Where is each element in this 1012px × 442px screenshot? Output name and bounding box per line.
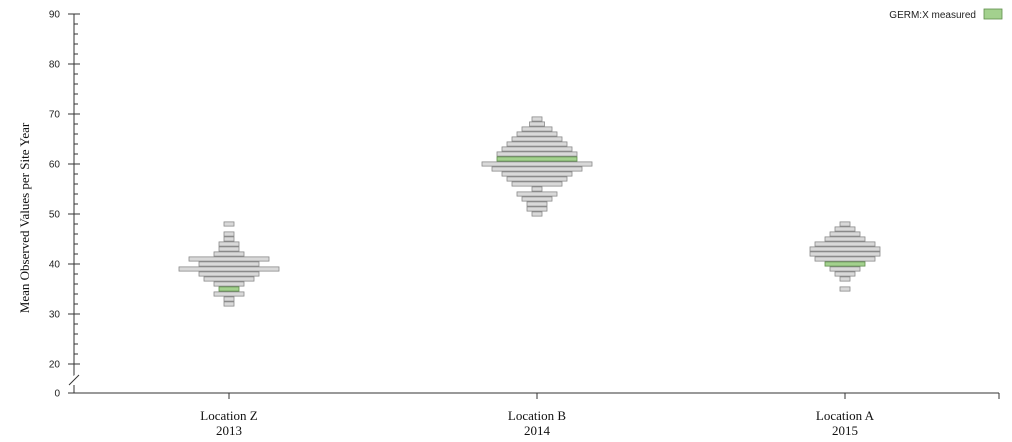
bar — [839, 221, 851, 227]
bar — [213, 291, 245, 297]
y-tick: 0 — [54, 389, 80, 400]
y-tick-label: 80 — [49, 60, 61, 71]
bar — [829, 266, 861, 272]
category-label: Location Z — [200, 408, 257, 423]
y-tick-label: 20 — [49, 360, 61, 371]
bar — [198, 271, 260, 277]
y-tick: 60 — [49, 160, 80, 171]
bar — [511, 181, 563, 187]
bar — [526, 206, 548, 212]
bar — [213, 281, 245, 287]
bar — [531, 116, 543, 122]
y-tick: 50 — [49, 210, 80, 221]
y-tick-label: 50 — [49, 210, 61, 221]
bar — [218, 241, 240, 247]
category-year-label: 2013 — [216, 423, 242, 438]
bar — [531, 186, 543, 192]
y-axis-title: Mean Observed Values per Site Year — [17, 122, 32, 313]
legend: GERM:X measured — [889, 8, 1003, 21]
bar — [178, 266, 280, 272]
bar — [223, 231, 235, 237]
bar — [223, 296, 235, 302]
bar — [218, 246, 240, 252]
bar — [834, 271, 856, 277]
bar — [198, 261, 260, 267]
y-tick: 90 — [49, 10, 80, 21]
bar — [814, 256, 876, 262]
bar — [529, 121, 545, 127]
bar — [501, 146, 573, 152]
bar — [839, 276, 851, 282]
bar — [511, 136, 563, 142]
y-tick-label: 90 — [49, 10, 61, 21]
bar — [223, 236, 235, 242]
axis-break-marker — [68, 374, 80, 386]
bar — [506, 141, 568, 147]
bar — [496, 151, 578, 157]
bar — [213, 251, 245, 257]
bar — [521, 126, 553, 132]
y-tick-label: 0 — [54, 389, 60, 400]
y-tick-label: 40 — [49, 260, 61, 271]
category-year-label: 2015 — [832, 423, 858, 438]
category-label: Location B — [508, 408, 566, 423]
y-tick-label: 70 — [49, 110, 61, 121]
bar — [824, 236, 866, 242]
bar — [516, 131, 558, 137]
y-tick: 20 — [49, 360, 80, 371]
legend-label: GERM:X measured — [889, 10, 976, 21]
y-tick-label: 30 — [49, 310, 61, 321]
bar — [839, 286, 851, 292]
y-tick: 30 — [49, 310, 80, 321]
bar — [829, 231, 861, 237]
bar — [809, 246, 881, 252]
y-axis: 0 20 30 40 50 60 70 80 90 — [49, 10, 80, 400]
y-tick: 80 — [49, 60, 80, 71]
bar — [526, 201, 548, 207]
bar — [506, 176, 568, 182]
category-label: Location A — [816, 408, 875, 423]
bar — [834, 226, 856, 232]
bar — [809, 251, 881, 257]
bar-highlight — [218, 286, 240, 292]
bar — [223, 221, 235, 227]
bar-highlight — [496, 156, 578, 162]
bar — [814, 241, 876, 247]
category-year-label: 2014 — [524, 423, 551, 438]
bar — [491, 166, 583, 172]
bar — [531, 211, 543, 217]
y-tick: 70 — [49, 110, 80, 121]
bar — [203, 276, 255, 282]
axis-break-gap — [68, 371, 80, 383]
bar — [521, 196, 553, 202]
legend-swatch — [983, 8, 1003, 20]
bar — [501, 171, 573, 177]
bar — [481, 161, 593, 167]
bar — [516, 191, 558, 197]
y-tick: 40 — [49, 260, 80, 271]
bar-highlight — [824, 261, 866, 267]
bar — [188, 256, 270, 262]
y-tick-label: 60 — [49, 160, 61, 171]
bar — [223, 301, 235, 307]
